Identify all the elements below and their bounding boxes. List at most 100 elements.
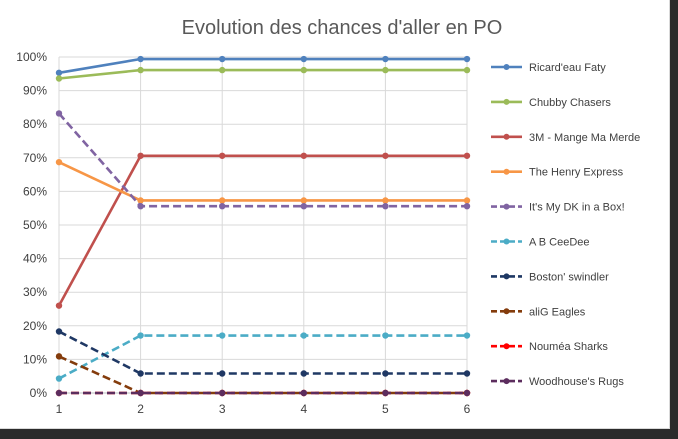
data-point [300,332,307,339]
series-lines [55,55,471,397]
series-2 [55,152,471,309]
legend-marker [503,343,510,350]
chart-title: Evolution des chances d'aller en PO [182,17,503,39]
series-line [58,68,467,80]
legend-label: Nouméa Sharks [529,341,608,353]
y-tick-label: 20% [23,319,47,333]
data-point [137,152,144,159]
series-line [57,154,467,307]
legend: Ricard'eau Faty Chubby Chasers 3M - Mange … [491,62,640,388]
series-line [58,57,467,75]
legend-label: Boston' swindler [529,271,609,283]
legend-label: A B CeeDee [529,237,590,249]
data-point [55,328,63,335]
axis-labels: 0% 10% 20% 30% 40% 50% 60% 70% 80% 90% 100% 1 2 3 4 5 6 [16,50,470,416]
data-point [137,55,144,63]
series-4 [55,110,471,210]
data-point [382,389,389,397]
data-point [300,55,307,63]
x-tick-label: 6 [464,402,471,416]
data-point [382,332,389,339]
data-point [463,197,471,204]
data-point [137,332,144,339]
data-point [55,110,63,117]
legend-marker [503,64,510,70]
data-point [219,202,226,210]
legend-marker [503,168,510,175]
legend-marker [503,203,510,210]
y-tick-label: 90% [23,84,47,98]
data-point [382,202,389,210]
data-point [219,55,226,63]
y-tick-label: 60% [23,184,47,198]
legend-label: Chubby Chasers [529,97,611,109]
data-point [382,55,389,63]
legend-marker [503,238,510,245]
line-chart: Evolution des chances d'aller en PO 0% 10… [16,17,640,416]
chart-frame: Evolution des chances d'aller en PO 0% 10… [0,0,670,429]
data-point [300,66,307,74]
legend-label: Ricard'eau Faty [529,62,606,74]
series-3 [55,158,471,204]
series-9 [55,389,471,397]
data-point [219,389,226,397]
legend-marker [503,98,510,105]
legend-label: The Henry Express [529,167,624,179]
legend-item: Ricard'eau Faty [491,62,606,74]
legend-label: It's My DK in a Box! [529,202,625,214]
data-point [219,152,226,159]
data-point [463,370,471,377]
x-tick-label: 1 [56,402,63,416]
legend-item: Woodhouse's Rugs [491,376,624,388]
data-point [300,370,307,377]
legend-item: It's My DK in a Box! [491,202,625,214]
x-tick-label: 3 [219,402,226,416]
legend-marker [503,378,510,385]
legend-item: The Henry Express [491,167,624,179]
legend-item: 3M - Mange Ma Merde [491,132,640,144]
series-line [58,112,467,208]
legend-marker [503,133,510,140]
data-point [463,202,471,210]
data-point [300,152,307,159]
x-tick-label: 4 [300,402,307,416]
legend-item: A B CeeDee [491,237,590,249]
data-point [55,353,63,360]
data-point [463,332,471,339]
data-point [55,302,63,309]
series-6 [55,328,471,377]
legend-item: Chubby Chasers [491,97,611,109]
data-point [219,197,226,204]
data-point [137,202,144,210]
legend-label: 3M - Mange Ma Merde [529,132,640,144]
series-5 [55,332,471,382]
legend-marker [503,308,510,315]
series-line [58,330,467,375]
legend-label: Woodhouse's Rugs [529,376,624,388]
series-line [58,334,467,380]
data-point [55,389,63,397]
data-point [137,389,144,397]
series-0 [55,55,471,76]
grid [58,56,468,394]
data-point [137,66,144,74]
data-point [219,66,226,74]
data-point [219,370,226,377]
legend-item: Nouméa Sharks [491,341,608,353]
data-point [382,152,389,159]
data-point [463,55,471,63]
legend-item: aliG Eagles [491,306,586,318]
y-tick-label: 10% [23,352,47,366]
y-tick-label: 30% [23,285,47,299]
legend-item: Boston' swindler [491,271,609,283]
y-tick-label: 70% [23,151,47,165]
legend-label: aliG Eagles [529,306,586,318]
x-tick-label: 5 [382,402,389,416]
series-line [58,160,467,202]
y-tick-label: 50% [23,218,47,232]
y-tick-label: 40% [23,252,47,266]
data-point [382,370,389,377]
y-tick-label: 100% [16,50,47,64]
y-tick-label: 0% [30,386,48,400]
data-point [463,152,471,159]
